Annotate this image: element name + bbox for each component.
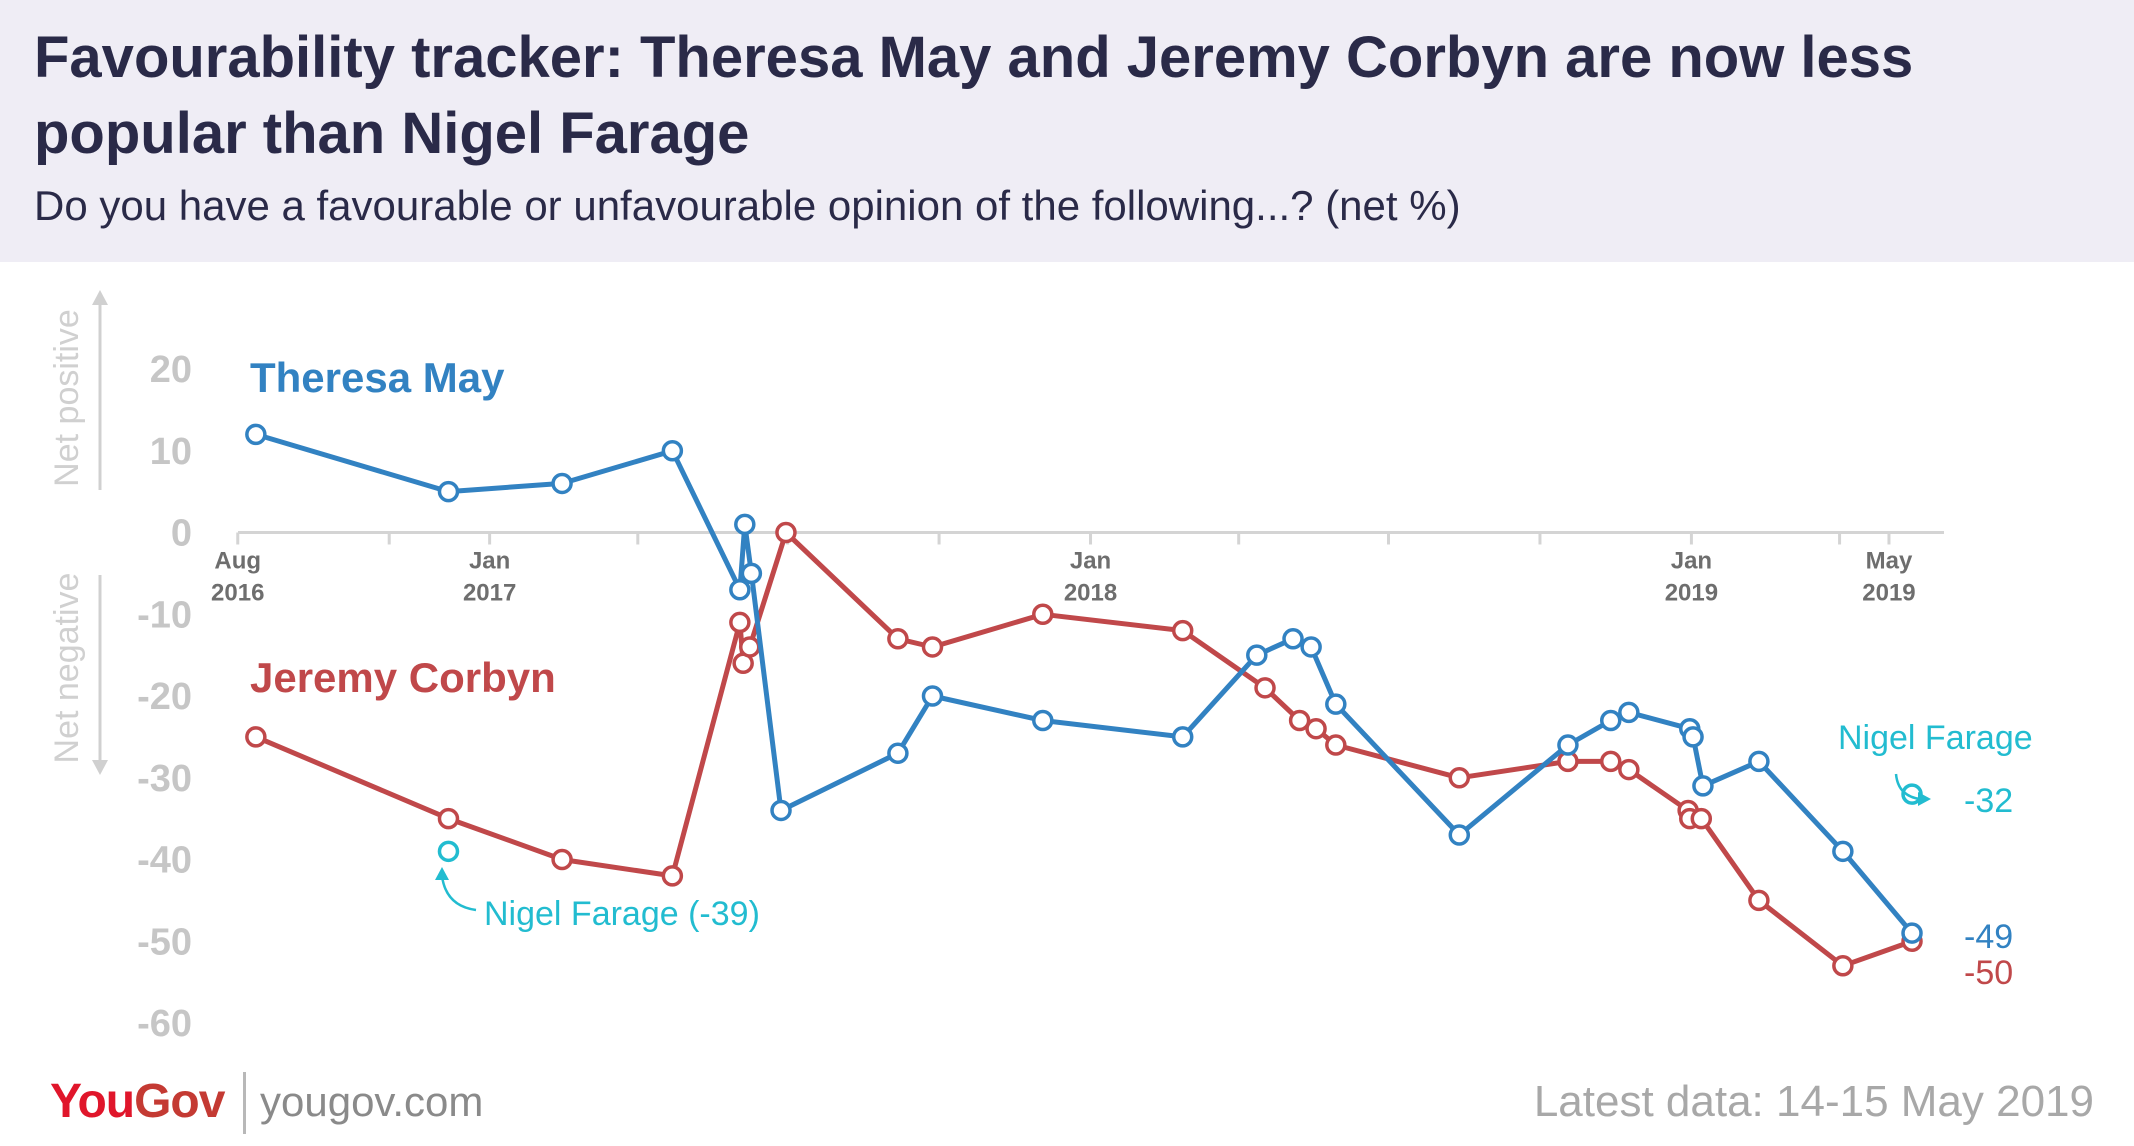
latest-data-note: Latest data: 14-15 May 2019 [1533, 1077, 2094, 1126]
data-point-theresa-may [729, 578, 751, 601]
data-point-theresa-may [1300, 636, 1322, 658]
data-point-jeremy-corbyn [1599, 750, 1622, 773]
corbyn-last-value: -50 [1964, 954, 2013, 992]
farage-2016-arrow [440, 875, 477, 912]
x-tick-label: 2019 [1862, 580, 1915, 607]
data-point-jeremy-corbyn [738, 636, 761, 658]
series-label-theresa-may: Theresa May [250, 354, 505, 401]
y-tick-label: 20 [150, 349, 192, 391]
data-point-theresa-may [1325, 693, 1347, 715]
line-chart: Net positive Net negative 20 10 0 -10 -20 -30… [48, 290, 2033, 1045]
data-point-theresa-may [1448, 824, 1471, 846]
net-negative-label: Net negative [48, 573, 86, 764]
data-point-theresa-may [921, 685, 944, 707]
data-point-theresa-may [1682, 726, 1704, 748]
data-point-theresa-may [1599, 709, 1622, 732]
data-point-theresa-may [770, 799, 792, 822]
x-tick-label: 2019 [1665, 580, 1718, 607]
farage-2016-arrowhead [435, 867, 449, 880]
data-point-jeremy-corbyn [1748, 889, 1770, 912]
data-point-jeremy-corbyn [437, 807, 460, 830]
data-point-jeremy-corbyn [1288, 709, 1311, 732]
data-point-jeremy-corbyn [887, 628, 909, 650]
data-point-theresa-may [1692, 775, 1714, 797]
data-point-jeremy-corbyn [1325, 734, 1347, 756]
data-point-jeremy-corbyn [1618, 758, 1640, 781]
farage-2019-arrowhead [1918, 792, 1931, 806]
data-point-theresa-may [1901, 922, 1923, 944]
y-tick-label: -40 [137, 840, 192, 882]
y-tick-label: 0 [171, 513, 192, 555]
data-point-jeremy-corbyn [729, 611, 751, 634]
farage-2019-arrow [1894, 773, 1921, 801]
series-layer [245, 423, 1923, 977]
data-point-theresa-may [887, 742, 909, 764]
data-point-theresa-may [437, 480, 460, 503]
data-point-theresa-may [661, 440, 684, 462]
x-tick-label: 2018 [1064, 580, 1117, 607]
net-positive-label: Net positive [48, 309, 86, 487]
y-tick-label: -30 [137, 758, 192, 800]
logo-you: You [50, 1075, 135, 1128]
data-point-theresa-may [245, 423, 267, 446]
y-tick-label: 10 [150, 431, 192, 473]
y-tick-label: -20 [137, 676, 192, 718]
net-positive-arrowhead [92, 290, 108, 305]
data-point-jeremy-corbyn [921, 636, 944, 658]
y-tick-label: -60 [137, 1003, 192, 1045]
x-tick-label: May [1866, 548, 1913, 575]
y-axis: 20 10 0 -10 -20 -30 -40 -50 -60 [137, 349, 192, 1045]
data-point-theresa-may [1032, 709, 1054, 732]
farage-2019-label: Nigel Farage [1838, 719, 2033, 757]
data-point-jeremy-corbyn [775, 521, 797, 544]
data-point-theresa-may [1171, 726, 1194, 748]
farage-2019-value: -32 [1964, 782, 2013, 820]
series-label-jeremy-corbyn: Jeremy Corbyn [250, 654, 556, 701]
data-point-theresa-may [1748, 750, 1770, 773]
net-negative-arrowhead [92, 760, 108, 775]
footer-url: yougov.com [260, 1078, 484, 1125]
x-tick-label: 2016 [211, 580, 264, 607]
yougov-logo: YouGov [50, 1072, 225, 1132]
x-tick-label: Aug [214, 548, 261, 575]
data-point-jeremy-corbyn [1254, 677, 1276, 699]
x-tick-label: Jan [1671, 548, 1712, 575]
data-point-theresa-may [1832, 840, 1854, 863]
chart-title: Favourability tracker: Theresa May and J… [34, 25, 1914, 166]
farage-2016-label: Nigel Farage (-39) [484, 895, 760, 933]
data-point-jeremy-corbyn [551, 848, 573, 871]
data-point-theresa-may [734, 513, 756, 536]
footer-divider [243, 1072, 246, 1134]
data-point-theresa-may [1246, 644, 1268, 666]
data-point-jeremy-corbyn [1171, 619, 1194, 642]
data-point-nigel-farage [437, 840, 460, 863]
may-last-value: -49 [1964, 918, 2013, 956]
data-point-theresa-may [551, 472, 573, 495]
x-tick-label: Jan [1070, 548, 1111, 575]
data-point-jeremy-corbyn [1032, 603, 1054, 625]
chart-subtitle: Do you have a favourable or unfavourable… [34, 182, 1461, 229]
data-point-theresa-may [740, 562, 763, 585]
data-point-jeremy-corbyn [1832, 955, 1854, 977]
data-point-jeremy-corbyn [245, 726, 267, 748]
data-point-jeremy-corbyn [661, 865, 684, 887]
data-point-theresa-may [1557, 734, 1579, 756]
y-tick-label: -10 [137, 594, 192, 636]
header-band: Favourability tracker: Theresa May and J… [0, 0, 2134, 262]
data-point-jeremy-corbyn [1690, 807, 1713, 830]
logo-gov: Gov [134, 1075, 225, 1128]
y-tick-label: -50 [137, 921, 192, 963]
data-point-jeremy-corbyn [1448, 767, 1471, 789]
data-point-theresa-may [1282, 628, 1304, 650]
x-tick-label: Jan [469, 548, 510, 575]
x-tick-label: 2017 [463, 580, 516, 607]
x-axis: Aug 2016 Jan 2017 Jan 2018 Jan 2019 May 2019 [211, 532, 1916, 607]
data-point-jeremy-corbyn [1305, 717, 1327, 740]
data-point-theresa-may [1618, 701, 1640, 724]
